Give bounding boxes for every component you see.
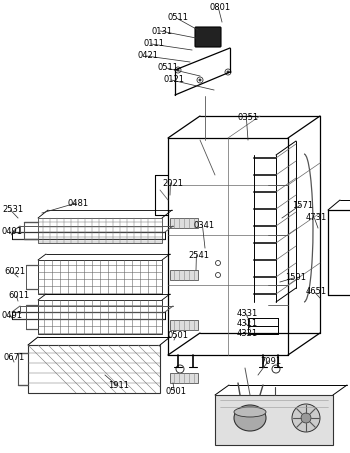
Text: 6021: 6021 — [4, 268, 25, 276]
Text: 0501: 0501 — [166, 386, 187, 395]
Bar — [170, 373, 198, 383]
FancyBboxPatch shape — [195, 27, 221, 47]
Bar — [170, 218, 198, 228]
Text: 4731: 4731 — [306, 213, 327, 222]
Bar — [38, 260, 162, 294]
Circle shape — [177, 69, 179, 71]
Text: 0511: 0511 — [168, 14, 189, 23]
Text: 0481: 0481 — [68, 198, 89, 207]
Text: 4651: 4651 — [306, 288, 327, 297]
Text: 0801: 0801 — [210, 4, 231, 13]
Bar — [215, 395, 333, 445]
Text: 0131: 0131 — [152, 26, 173, 35]
Text: 4311: 4311 — [237, 318, 258, 328]
Text: 0111: 0111 — [143, 39, 164, 48]
Ellipse shape — [234, 405, 266, 431]
Text: 0351: 0351 — [238, 114, 259, 122]
Text: 2531: 2531 — [2, 206, 23, 215]
Text: 6011: 6011 — [8, 291, 29, 300]
Text: 0341: 0341 — [194, 221, 215, 230]
Text: 4321: 4321 — [237, 328, 258, 337]
Text: 2541: 2541 — [188, 251, 209, 260]
Text: 0511: 0511 — [158, 63, 179, 72]
Text: 0491: 0491 — [2, 310, 23, 319]
Text: 1571: 1571 — [292, 201, 313, 209]
Circle shape — [227, 71, 229, 73]
Text: 2021: 2021 — [162, 178, 183, 188]
Text: 1591: 1591 — [285, 274, 306, 283]
Circle shape — [301, 413, 311, 423]
Text: 7091: 7091 — [260, 357, 281, 366]
Bar — [28, 345, 160, 393]
Text: 0491: 0491 — [2, 227, 23, 236]
Text: 1911: 1911 — [108, 381, 129, 390]
Text: 0421: 0421 — [138, 52, 159, 61]
Circle shape — [199, 79, 201, 81]
Text: 4331: 4331 — [237, 308, 258, 318]
Text: 0501: 0501 — [168, 331, 189, 339]
Bar — [170, 320, 198, 330]
Bar — [38, 218, 162, 243]
Bar — [38, 300, 162, 334]
Circle shape — [292, 404, 320, 432]
Ellipse shape — [234, 407, 266, 417]
Bar — [170, 270, 198, 280]
Text: 0671: 0671 — [4, 353, 25, 362]
Text: 0121: 0121 — [163, 76, 184, 85]
